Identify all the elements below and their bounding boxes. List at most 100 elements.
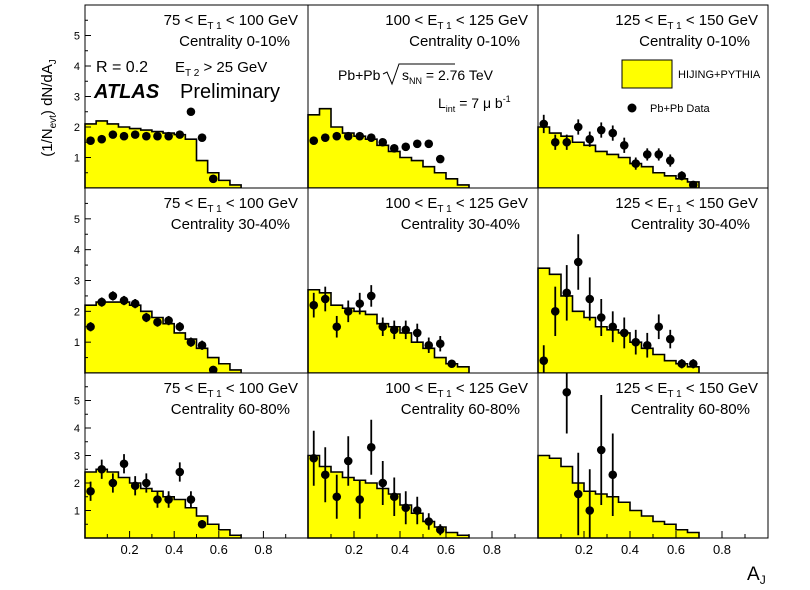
et2-sub: T 2	[185, 68, 200, 79]
data-point	[435, 154, 445, 164]
data-point	[197, 519, 207, 529]
legend-mc-label: HIJING+PYTHIA	[678, 69, 761, 81]
data-point	[401, 142, 411, 152]
data-point	[539, 119, 549, 129]
panel-grid: 1 2 3 4 5 75 < ET 1 < 100 GeV Centrality 0-10%…	[74, 4, 769, 557]
data-point	[108, 291, 118, 301]
data-point	[596, 313, 606, 322]
x-axis-title: AJ	[747, 564, 766, 587]
data-point	[550, 137, 560, 147]
data-point	[366, 442, 376, 452]
et2-pre: E	[175, 59, 185, 76]
x-axis-title-main: A	[747, 564, 760, 585]
mc-histogram	[537, 267, 700, 374]
data-point	[320, 294, 330, 304]
data-point	[309, 300, 319, 310]
data-point	[355, 495, 365, 504]
x-tick-label: 0.8	[713, 542, 731, 557]
data-point	[142, 131, 151, 141]
y-tick-label: 4	[74, 423, 80, 435]
data-point	[378, 322, 388, 332]
panel-pt-range: 75 < ET 1 < 100 GeV	[164, 380, 298, 400]
data-point	[573, 257, 583, 267]
data-point	[631, 159, 641, 168]
panel-8: 0.2 0.4 0.6 0.8 100 < ET 1 < 125 GeVCentrali…	[307, 372, 539, 557]
y-axis-title-j: J	[48, 59, 59, 64]
panel-centrality: Centrality 30-40%	[401, 216, 520, 233]
data-point	[412, 139, 422, 149]
data-point	[435, 525, 445, 535]
x-tick-label: 0.8	[254, 542, 272, 557]
data-point	[366, 133, 376, 142]
data-point	[447, 359, 457, 369]
data-point	[175, 130, 185, 139]
data-point	[389, 492, 399, 502]
mc-histogram	[84, 301, 242, 374]
data-point	[424, 340, 434, 350]
data-point	[562, 137, 572, 147]
system-pre: Pb+Pb	[338, 67, 381, 83]
data-point	[389, 325, 399, 335]
data-point	[130, 481, 140, 491]
panel-centrality: Centrality 30-40%	[631, 216, 750, 233]
data-point	[608, 470, 618, 480]
data-point	[142, 478, 151, 488]
y-tick-label: 1	[74, 337, 80, 349]
data-point	[343, 131, 353, 141]
panel-centrality: Centrality 0-10%	[409, 33, 520, 50]
data-point	[142, 313, 151, 322]
data-point	[562, 387, 572, 397]
data-point	[86, 136, 95, 146]
data-point	[619, 141, 629, 150]
y-tick-label: 5	[74, 31, 80, 43]
y-tick-label: 3	[74, 92, 80, 104]
y-tick-label: 1	[74, 153, 80, 165]
data-point	[389, 144, 399, 153]
data-point	[665, 334, 675, 344]
y-tick-label: 1	[74, 506, 80, 518]
data-point	[153, 495, 162, 504]
data-point	[97, 134, 107, 144]
data-point	[119, 131, 129, 141]
legend-data-marker	[627, 103, 637, 113]
y-tick-label: 4	[74, 61, 80, 73]
data-point	[164, 495, 173, 504]
data-point	[435, 339, 445, 349]
panel-pt-range: 125 < ET 1 < 150 GeV	[615, 380, 758, 400]
panel-centrality: Centrality 60-80%	[631, 401, 750, 418]
panel-pt-range: 75 < ET 1 < 100 GeV	[164, 195, 298, 215]
x-tick-label: 0.2	[575, 542, 593, 557]
x-tick-label: 0.4	[621, 542, 639, 557]
data-point	[197, 133, 207, 142]
data-point	[309, 453, 319, 463]
y-axis-title-evt: evt	[48, 115, 59, 129]
data-point	[119, 296, 129, 305]
data-point	[573, 122, 583, 132]
panel-frame	[537, 372, 769, 539]
x-tick-label: 0.6	[437, 542, 455, 557]
x-axis-title-j: J	[760, 573, 766, 587]
data-point	[424, 139, 434, 149]
data-point	[153, 131, 162, 141]
panel-centrality: Centrality 0-10%	[179, 33, 290, 50]
panel-7: 1 2 3 4 5 0.2 0.4 0.6 0.8 75 < ET 1 < 100 GeVCent…	[74, 372, 309, 557]
preliminary-label: Preliminary	[180, 81, 280, 103]
collision-energy-label: sNN = 2.76 TeV	[402, 67, 494, 86]
data-point	[332, 492, 342, 502]
data-point	[97, 464, 107, 474]
data-point	[119, 459, 129, 469]
data-point	[412, 506, 422, 515]
data-point	[309, 136, 319, 146]
system-nn: NN	[409, 76, 422, 86]
data-point	[401, 325, 411, 335]
data-point	[97, 297, 107, 307]
lumi-pre: L	[438, 95, 446, 111]
data-point	[677, 171, 687, 181]
data-point	[108, 478, 118, 488]
panel-pt-range: 125 < ET 1 < 150 GeV	[615, 12, 758, 32]
y-axis-title: (1/Nevt) dN/dAJ	[39, 59, 59, 157]
data-point	[320, 133, 330, 142]
y-tick-label: 2	[74, 122, 80, 134]
